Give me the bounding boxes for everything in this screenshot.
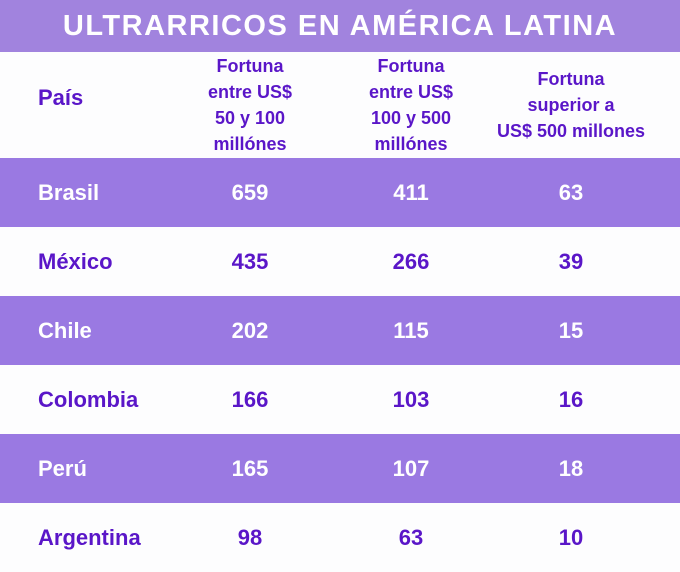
value-cell: 659 (231, 179, 269, 205)
table-row-brasil: Brasil 659 411 63 (0, 158, 680, 227)
table-header-row: País Fortuna entre US$ 50 y 100 millónes… (0, 52, 680, 158)
value-cell: 39 (558, 248, 584, 274)
value-cell: 63 (558, 179, 584, 205)
column-header-fortuna-500-plus: Fortuna superior a US$ 500 millones (496, 69, 646, 141)
country-cell: Colombia (38, 386, 139, 412)
value-cell: 202 (231, 317, 269, 343)
column-header-pais: País (38, 85, 84, 110)
country-cell: México (38, 248, 113, 274)
value-cell: 107 (392, 455, 430, 481)
value-cell: 15 (558, 317, 584, 343)
page-title: ULTRARRICOS EN AMÉRICA LATINA (62, 9, 618, 42)
value-cell: 166 (231, 386, 269, 412)
value-cell: 411 (393, 179, 429, 205)
value-cell: 103 (392, 386, 430, 412)
column-header-fortuna-50-100: Fortuna entre US$ 50 y 100 millónes (207, 56, 293, 154)
value-cell: 266 (392, 248, 430, 274)
country-cell: Perú (38, 455, 87, 481)
value-cell: 165 (231, 455, 269, 481)
value-cell: 115 (393, 317, 429, 343)
value-cell: 63 (398, 524, 424, 550)
table-row-mexico: México 435 266 39 (0, 227, 680, 296)
country-cell: Chile (38, 317, 92, 343)
value-cell: 10 (558, 524, 584, 550)
value-cell: 16 (558, 386, 584, 412)
table-row-colombia: Colombia 166 103 16 (0, 365, 680, 434)
country-cell: Argentina (38, 524, 141, 550)
table-row-argentina: Argentina 98 63 10 (0, 503, 680, 572)
table-row-chile: Chile 202 115 15 (0, 296, 680, 365)
value-cell: 98 (237, 524, 263, 550)
country-cell: Brasil (38, 179, 100, 205)
value-cell: 18 (558, 455, 584, 481)
value-cell: 435 (231, 248, 269, 274)
column-header-fortuna-100-500: Fortuna entre US$ 100 y 500 millónes (368, 56, 454, 154)
table-row-peru: Perú 165 107 18 (0, 434, 680, 503)
title-bar: ULTRARRICOS EN AMÉRICA LATINA (0, 0, 680, 52)
